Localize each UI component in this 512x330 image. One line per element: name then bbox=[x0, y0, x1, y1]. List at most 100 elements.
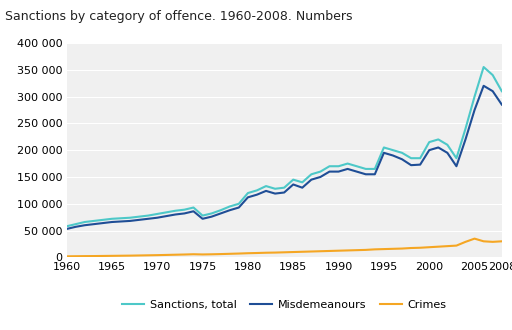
Crimes bbox=[190, 252, 197, 256]
Misdemeanours bbox=[181, 212, 187, 215]
Misdemeanours bbox=[136, 218, 142, 222]
Sanctions, total bbox=[362, 167, 369, 171]
Misdemeanours bbox=[245, 195, 251, 199]
Crimes bbox=[354, 248, 360, 252]
Misdemeanours bbox=[145, 217, 151, 221]
Misdemeanours bbox=[489, 89, 496, 93]
Crimes bbox=[335, 249, 342, 253]
Sanctions, total bbox=[227, 205, 233, 209]
Crimes bbox=[408, 246, 414, 250]
Crimes bbox=[73, 254, 79, 258]
Line: Misdemeanours: Misdemeanours bbox=[67, 86, 502, 229]
Misdemeanours bbox=[399, 157, 405, 161]
Misdemeanours bbox=[173, 213, 179, 216]
Sanctions, total bbox=[381, 146, 387, 149]
Misdemeanours bbox=[390, 153, 396, 157]
Sanctions, total bbox=[335, 164, 342, 168]
Sanctions, total bbox=[472, 94, 478, 98]
Crimes bbox=[472, 237, 478, 241]
Sanctions, total bbox=[281, 186, 287, 190]
Misdemeanours bbox=[453, 164, 459, 168]
Crimes bbox=[263, 251, 269, 255]
Crimes bbox=[173, 253, 179, 257]
Misdemeanours bbox=[462, 137, 468, 141]
Sanctions, total bbox=[118, 216, 124, 220]
Crimes bbox=[426, 245, 432, 249]
Crimes bbox=[154, 253, 160, 257]
Misdemeanours bbox=[272, 192, 278, 196]
Sanctions, total bbox=[91, 219, 97, 223]
Sanctions, total bbox=[254, 188, 260, 192]
Sanctions, total bbox=[190, 206, 197, 210]
Misdemeanours bbox=[73, 225, 79, 229]
Sanctions, total bbox=[462, 127, 468, 131]
Misdemeanours bbox=[308, 178, 314, 182]
Sanctions, total bbox=[453, 156, 459, 160]
Misdemeanours bbox=[63, 227, 70, 231]
Sanctions, total bbox=[218, 208, 224, 212]
Misdemeanours bbox=[417, 163, 423, 167]
Misdemeanours bbox=[127, 219, 133, 223]
Sanctions, total bbox=[489, 73, 496, 77]
Crimes bbox=[435, 245, 441, 249]
Misdemeanours bbox=[208, 214, 215, 218]
Misdemeanours bbox=[354, 170, 360, 174]
Crimes bbox=[462, 240, 468, 244]
Misdemeanours bbox=[118, 219, 124, 223]
Misdemeanours bbox=[435, 146, 441, 149]
Crimes bbox=[145, 253, 151, 257]
Crimes bbox=[109, 254, 115, 258]
Crimes bbox=[290, 250, 296, 254]
Misdemeanours bbox=[444, 151, 451, 155]
Crimes bbox=[281, 250, 287, 254]
Sanctions, total bbox=[127, 216, 133, 220]
Misdemeanours bbox=[100, 221, 106, 225]
Sanctions, total bbox=[109, 217, 115, 221]
Sanctions, total bbox=[345, 162, 351, 166]
Sanctions, total bbox=[154, 212, 160, 216]
Sanctions, total bbox=[426, 140, 432, 144]
Misdemeanours bbox=[190, 209, 197, 213]
Crimes bbox=[417, 246, 423, 250]
Crimes bbox=[81, 254, 88, 258]
Sanctions, total bbox=[417, 156, 423, 160]
Crimes bbox=[236, 251, 242, 255]
Crimes bbox=[100, 254, 106, 258]
Crimes bbox=[136, 253, 142, 257]
Sanctions, total bbox=[399, 151, 405, 155]
Sanctions, total bbox=[327, 164, 333, 168]
Sanctions, total bbox=[317, 170, 324, 174]
Line: Crimes: Crimes bbox=[67, 239, 502, 256]
Crimes bbox=[218, 252, 224, 256]
Crimes bbox=[91, 254, 97, 258]
Misdemeanours bbox=[499, 103, 505, 107]
Misdemeanours bbox=[254, 193, 260, 197]
Misdemeanours bbox=[109, 220, 115, 224]
Misdemeanours bbox=[236, 206, 242, 210]
Sanctions, total bbox=[272, 187, 278, 191]
Misdemeanours bbox=[163, 214, 169, 218]
Sanctions, total bbox=[290, 178, 296, 182]
Crimes bbox=[227, 252, 233, 256]
Crimes bbox=[308, 249, 314, 253]
Crimes bbox=[208, 252, 215, 256]
Crimes bbox=[127, 254, 133, 258]
Crimes bbox=[362, 248, 369, 252]
Misdemeanours bbox=[408, 163, 414, 167]
Misdemeanours bbox=[472, 108, 478, 112]
Crimes bbox=[499, 239, 505, 243]
Crimes bbox=[118, 254, 124, 258]
Sanctions, total bbox=[81, 220, 88, 224]
Crimes bbox=[489, 240, 496, 244]
Crimes bbox=[390, 247, 396, 251]
Sanctions, total bbox=[173, 209, 179, 213]
Misdemeanours bbox=[200, 217, 206, 221]
Misdemeanours bbox=[299, 186, 305, 190]
Sanctions, total bbox=[181, 208, 187, 212]
Crimes bbox=[181, 252, 187, 256]
Sanctions, total bbox=[73, 222, 79, 226]
Sanctions, total bbox=[145, 214, 151, 217]
Misdemeanours bbox=[381, 151, 387, 155]
Misdemeanours bbox=[290, 182, 296, 186]
Crimes bbox=[317, 249, 324, 253]
